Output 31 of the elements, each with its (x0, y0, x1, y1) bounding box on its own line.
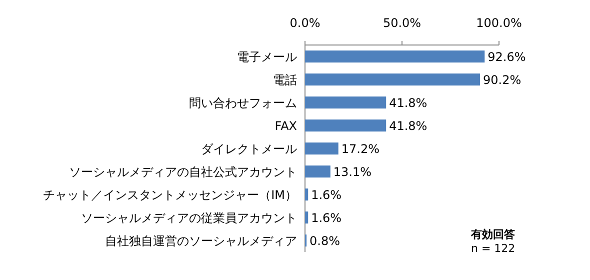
x-tick-label: 100.0% (476, 16, 522, 30)
data-label: 0.8% (310, 234, 340, 248)
annotation: n = 122 (471, 242, 516, 255)
data-label: 90.2% (482, 73, 522, 87)
data-label: 41.8% (389, 119, 428, 133)
annotation: 有効回答 (470, 228, 516, 241)
bar (305, 142, 338, 154)
data-label: 41.8% (389, 96, 428, 110)
bar (305, 120, 386, 132)
data-label: 92.6% (488, 50, 526, 64)
y-tick-label: 電話 (273, 73, 297, 87)
bar (305, 96, 386, 108)
y-tick-label: 電子メール (237, 50, 297, 64)
bar (305, 188, 308, 200)
y-tick-label: 問い合わせフォーム (189, 96, 297, 110)
y-tick-label: ソーシャルメディアの自社公式アカウント (69, 165, 297, 179)
data-label: 1.6% (311, 211, 342, 225)
y-tick-label: ダイレクトメール (201, 142, 297, 156)
data-label: 17.2% (341, 142, 380, 156)
x-tick-label: 50.0% (382, 16, 422, 30)
data-label: 13.1% (333, 165, 372, 179)
bar (305, 212, 308, 224)
bar (305, 166, 330, 178)
data-label: 1.6% (311, 188, 342, 202)
x-tick-label: 0.0% (290, 16, 320, 30)
y-tick-label: 自社独自運営のソーシャルメディア (105, 234, 297, 248)
bar (305, 50, 485, 62)
y-tick-label: ソーシャルメディアの従業員アカウント (81, 211, 297, 225)
y-tick-label: チャット／インスタントメッセンジャー（IM） (43, 188, 297, 202)
bar (305, 74, 480, 86)
y-tick-label: FAX (274, 119, 297, 133)
